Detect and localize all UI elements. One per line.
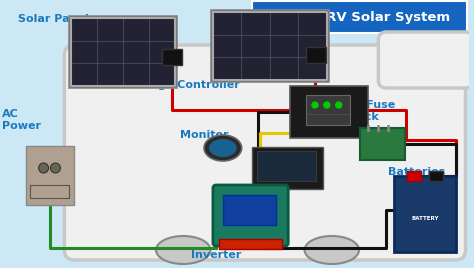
FancyBboxPatch shape: [359, 128, 405, 160]
Ellipse shape: [305, 236, 359, 264]
Circle shape: [312, 102, 318, 108]
Circle shape: [51, 163, 60, 173]
Text: Solar Panels: Solar Panels: [18, 14, 95, 24]
Circle shape: [336, 102, 342, 108]
Text: Monitor: Monitor: [180, 130, 229, 140]
FancyBboxPatch shape: [26, 146, 74, 205]
FancyBboxPatch shape: [256, 151, 316, 181]
FancyBboxPatch shape: [306, 95, 350, 125]
FancyBboxPatch shape: [213, 185, 288, 246]
Circle shape: [324, 102, 330, 108]
Text: Inverter: Inverter: [191, 250, 241, 260]
FancyBboxPatch shape: [407, 171, 421, 181]
FancyBboxPatch shape: [394, 176, 456, 252]
FancyBboxPatch shape: [252, 1, 467, 33]
Ellipse shape: [209, 139, 237, 157]
Text: DC Fuse
Block: DC Fuse Block: [345, 100, 395, 122]
Text: 12 Volt RV Solar System: 12 Volt RV Solar System: [269, 12, 450, 24]
Ellipse shape: [204, 135, 242, 161]
FancyBboxPatch shape: [306, 47, 326, 63]
FancyBboxPatch shape: [223, 195, 276, 225]
FancyBboxPatch shape: [429, 171, 443, 181]
FancyBboxPatch shape: [64, 45, 465, 260]
FancyBboxPatch shape: [69, 16, 177, 88]
Text: BATTERY: BATTERY: [411, 215, 438, 221]
Text: Charge Controller: Charge Controller: [129, 80, 239, 90]
FancyBboxPatch shape: [290, 86, 368, 138]
Circle shape: [38, 163, 48, 173]
Ellipse shape: [156, 236, 210, 264]
FancyBboxPatch shape: [163, 49, 182, 65]
Text: AC
Power: AC Power: [2, 109, 41, 131]
FancyBboxPatch shape: [252, 147, 323, 189]
Text: Batteries: Batteries: [388, 167, 446, 177]
FancyBboxPatch shape: [378, 32, 474, 88]
FancyBboxPatch shape: [211, 10, 329, 82]
FancyBboxPatch shape: [219, 239, 283, 249]
